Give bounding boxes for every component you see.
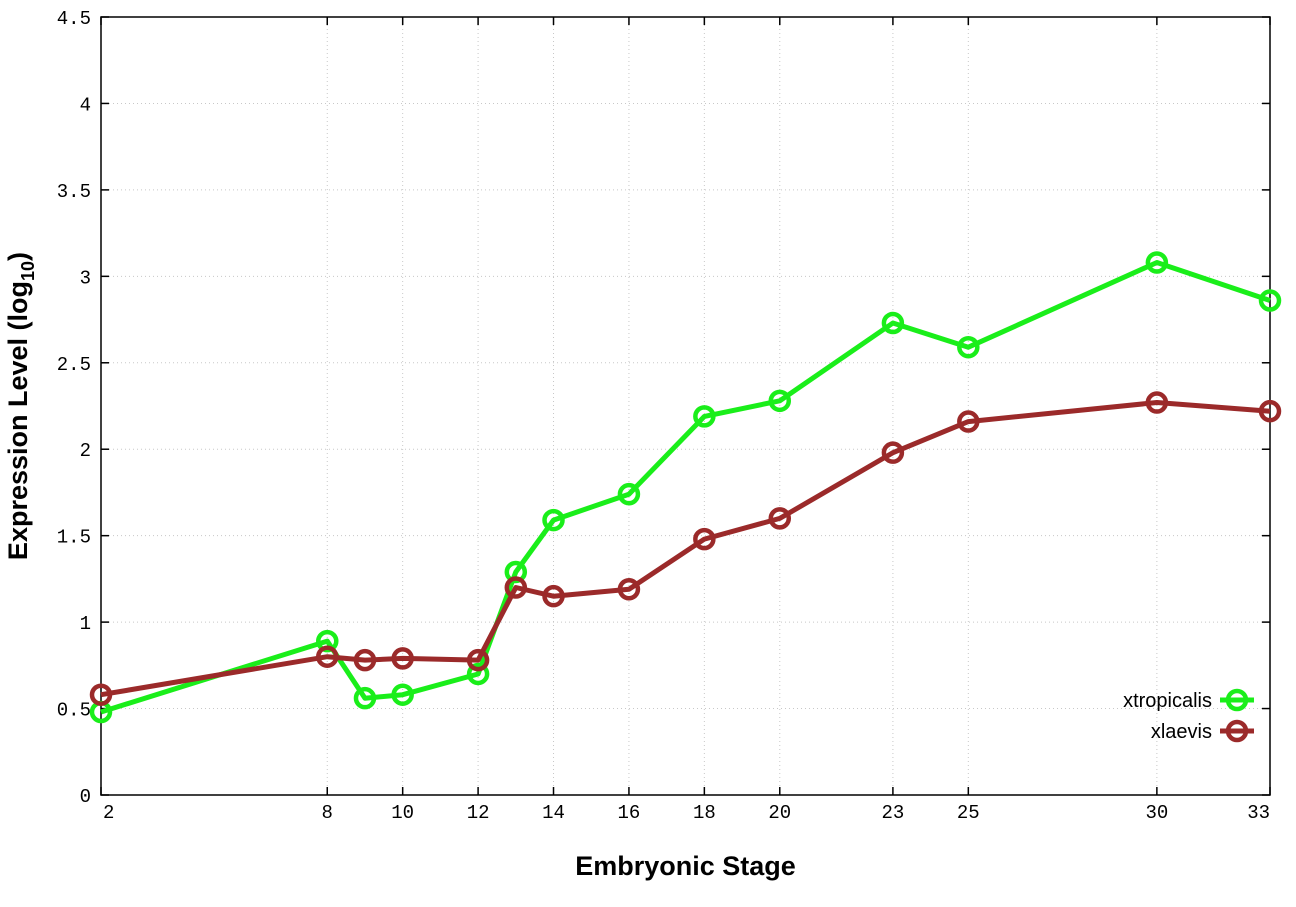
x-tick-label: 23 [881,802,904,824]
data-point-xtropicalis [1145,251,1169,274]
series-xlaevis [89,391,1282,706]
data-point-xtropicalis [391,683,414,706]
data-point-xlaevis [617,578,641,601]
x-tick-label: 20 [768,802,791,824]
y-axis-title-main: Expression Level (log [3,281,33,560]
legend-label-xtropicalis: xtropicalis [1123,690,1212,712]
legend: xtropicalis xlaevis [1123,688,1254,743]
data-point-xtropicalis [1258,289,1282,312]
x-tick-label: 10 [391,802,414,824]
y-tick-label: 3.5 [57,181,91,203]
data-point-xlaevis [89,683,113,706]
legend-marker-xlaevis [1225,719,1249,743]
y-axis-title-close: ) [3,252,33,261]
x-tick-label: 18 [693,802,716,824]
data-point-xtropicalis [353,686,377,710]
data-point-xlaevis [693,527,716,551]
data-point-xtropicalis [504,560,528,584]
y-tick-label: 2.5 [57,354,91,376]
x-tick-label: 2 [103,802,114,824]
data-point-xlaevis [466,648,490,672]
data-point-xtropicalis [881,311,905,335]
data-point-xtropicalis [466,662,490,686]
data-point-xtropicalis [617,482,641,506]
data-point-xlaevis [316,645,339,668]
series-layer [89,251,1282,724]
y-tick-label: 1 [80,613,91,635]
x-tick-label: 12 [467,802,490,824]
series-xtropicalis [89,251,1282,724]
data-point-xlaevis [1258,399,1282,423]
data-point-xlaevis [391,647,414,670]
data-point-xlaevis [1145,391,1169,414]
x-tick-label: 8 [322,802,333,824]
x-tick-label: 25 [957,802,980,824]
axis-ticks: 0 0.5 1 1.5 2 2.5 3 3.5 4 4.5 2 8 10 12 14 16 18 20 23 25 30… [57,8,1271,824]
x-tick-label: 33 [1247,802,1270,824]
y-axis-title-subscript: 10 [18,261,38,281]
y-tick-label: 0 [80,786,91,808]
data-point-xlaevis [881,441,905,464]
data-point-xtropicalis [768,389,792,413]
series-line-xlaevis [100,400,1271,698]
grid-lines [101,17,1270,795]
data-point-xtropicalis [957,335,980,359]
data-point-xtropicalis [693,405,716,428]
series-line-xtropicalis [100,260,1271,715]
legend-marker-xtropicalis [1225,688,1249,712]
plot-frame [100,16,1271,796]
y-tick-label: 3 [80,267,91,289]
y-tick-label: 0.5 [57,700,91,722]
y-tick-label: 2 [80,440,91,462]
data-point-xlaevis [957,410,980,433]
y-tick-label: 1.5 [57,527,91,549]
x-tick-label: 30 [1145,802,1168,824]
data-point-xtropicalis [542,508,565,532]
data-point-xlaevis [353,648,377,672]
x-axis-title: Embryonic Stage [575,851,796,881]
x-tick-label: 16 [618,802,641,824]
y-tick-label: 4.5 [57,8,91,30]
y-axis-title: Expression Level (log10) [3,252,38,560]
y-tick-label: 4 [80,94,91,116]
data-point-xlaevis [768,507,792,530]
data-point-xlaevis [504,576,528,599]
legend-label-xlaevis: xlaevis [1151,721,1212,743]
data-point-xlaevis [542,584,565,608]
x-tick-label: 14 [542,802,565,824]
data-point-xtropicalis [316,629,339,653]
